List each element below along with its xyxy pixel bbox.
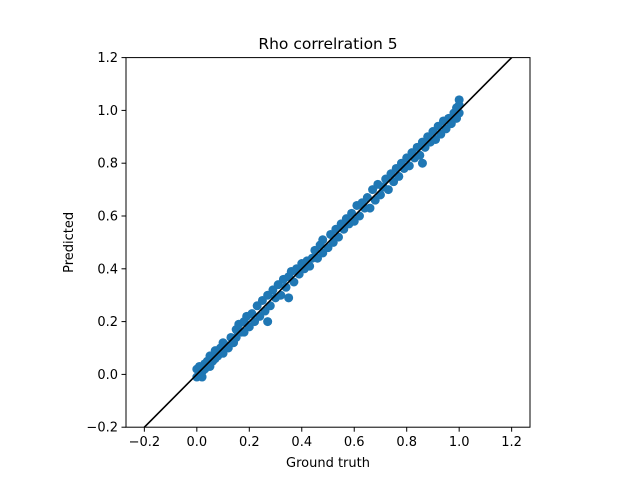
chart-title: Rho correlration 5: [258, 35, 397, 53]
x-tick-label: −0.2: [129, 435, 161, 450]
y-tick-label: 1.2: [97, 51, 118, 66]
data-point: [197, 372, 207, 382]
plot-frame: [125, 57, 531, 428]
data-point: [318, 235, 328, 245]
y-tick-label: 0.6: [97, 210, 118, 225]
x-tick-label: 0.0: [186, 435, 207, 450]
y-tick-label: 1.0: [97, 104, 118, 119]
data-point: [383, 185, 393, 195]
x-axis-ticks: −0.2 0.0 0.2 0.4 0.6 0.8 1.0 1.2: [129, 427, 522, 450]
x-tick-label: 1.2: [501, 435, 522, 450]
data-point: [365, 203, 375, 213]
data-point: [454, 108, 464, 118]
y-tick-label: 0.8: [97, 157, 118, 172]
x-tick-label: 0.4: [291, 435, 312, 450]
y-axis-label: Predicted: [62, 212, 77, 273]
x-tick-label: 0.8: [396, 435, 417, 450]
data-point: [281, 282, 291, 292]
reference-line: [143, 57, 513, 428]
data-point: [284, 293, 294, 303]
y-tick-label: −0.2: [86, 421, 118, 436]
x-tick-label: 0.2: [239, 435, 260, 450]
y-tick-label: 0.2: [97, 315, 118, 330]
y-tick-label: 0.0: [97, 368, 118, 383]
x-tick-label: 0.6: [344, 435, 365, 450]
y-tick-label: 0.4: [97, 262, 118, 277]
y-axis-ticks: −0.2 0.0 0.2 0.4 0.6 0.8 1.0 1.2: [86, 51, 126, 436]
x-tick-label: 1.0: [449, 435, 470, 450]
x-axis-label: Ground truth: [286, 456, 370, 471]
data-point: [417, 158, 427, 168]
data-point: [263, 317, 273, 327]
